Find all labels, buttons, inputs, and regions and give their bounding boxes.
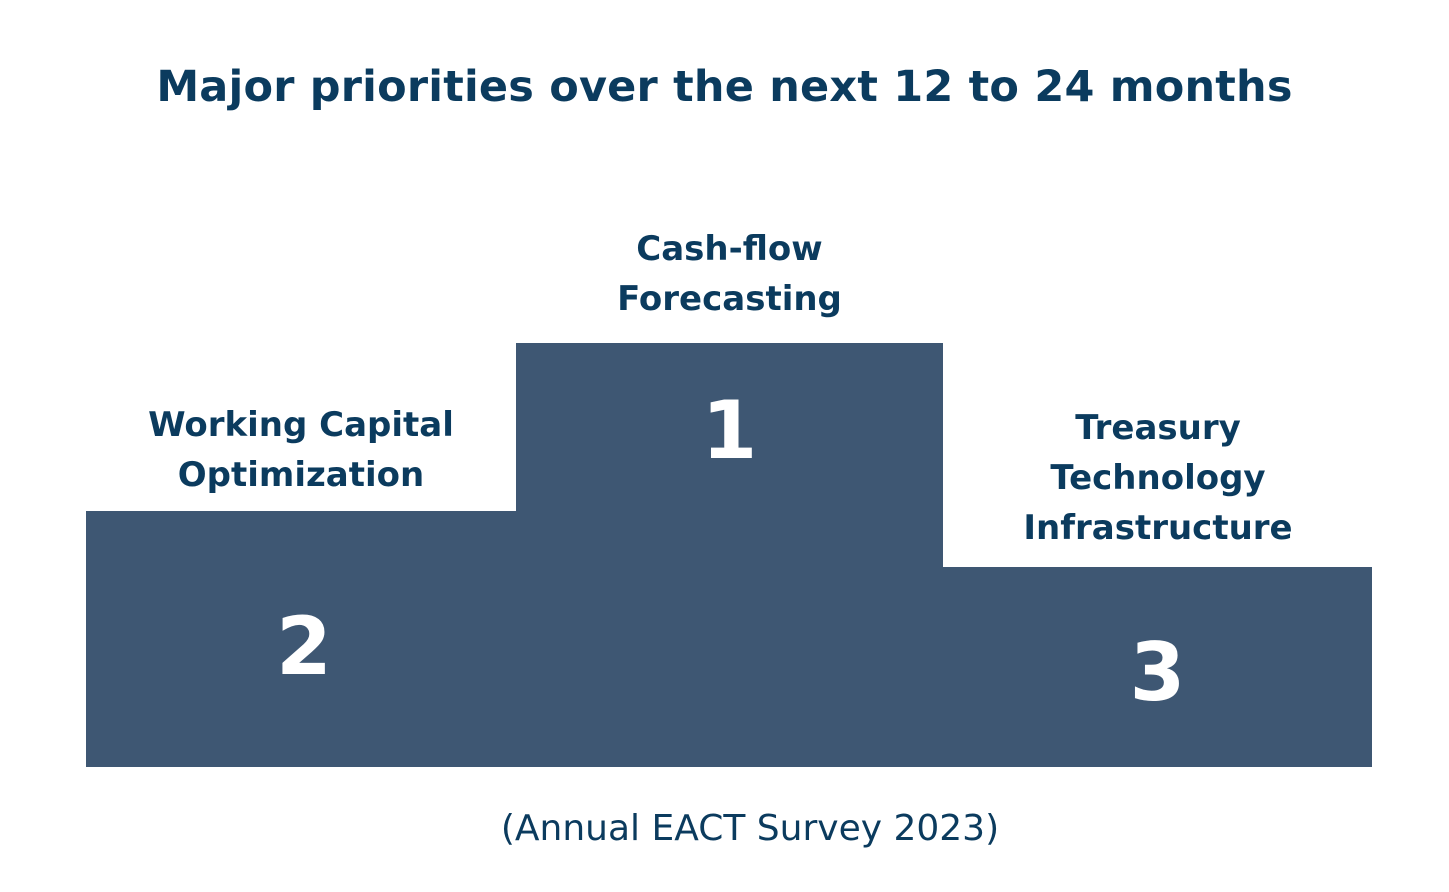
podium-label-third: Treasury Technology Infrastructure — [943, 403, 1373, 553]
podium-block-second: 2 — [86, 511, 516, 767]
podium-label-line: Cash-flow — [636, 229, 823, 269]
podium-label-line: Infrastructure — [1023, 508, 1293, 548]
podium-label-second: Working Capital Optimization — [86, 400, 516, 500]
podium-label-line: Forecasting — [617, 279, 842, 319]
podium-label-line: Treasury — [1075, 408, 1241, 448]
podium-label-line: Optimization — [177, 455, 425, 495]
podium-block-third: 3 — [943, 567, 1372, 767]
podium-block-first: 1 — [516, 343, 943, 767]
source-note: (Annual EACT Survey 2023) — [500, 808, 1000, 849]
diagram-title: Major priorities over the next 12 to 24 … — [156, 62, 1293, 112]
podium-label-line: Working Capital — [148, 405, 454, 445]
podium-label-first: Cash-flow Forecasting — [516, 224, 943, 324]
podium-label-line: Technology — [1050, 458, 1266, 498]
rank-number: 1 — [701, 384, 758, 477]
rank-number: 2 — [276, 600, 332, 693]
rank-number: 3 — [1129, 626, 1186, 719]
